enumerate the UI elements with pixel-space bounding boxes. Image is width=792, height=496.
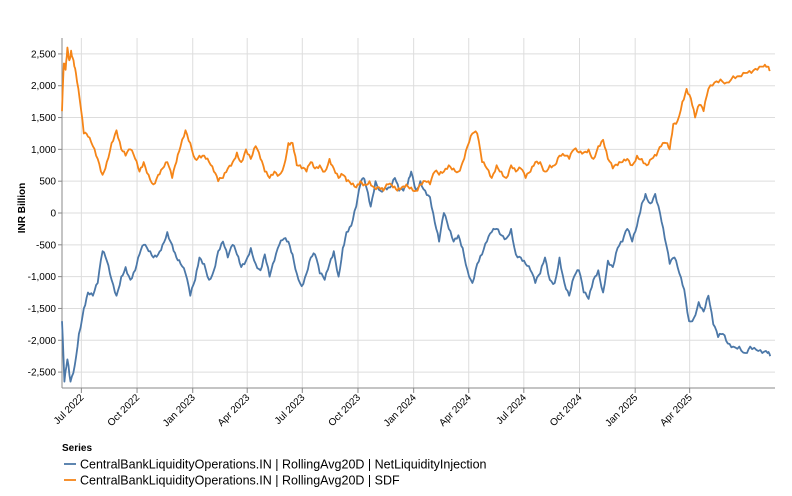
x-tick-label: Jan 2023	[161, 392, 198, 429]
legend-title: Series	[62, 443, 92, 454]
legend: Series CentralBankLiquidityOperations.IN…	[62, 443, 487, 488]
x-tick-label: Jul 2024	[494, 392, 529, 427]
y-tick-label: 2,500	[31, 49, 56, 60]
x-tick-label: Apr 2023	[216, 392, 253, 429]
y-tick-label: -1,000	[28, 272, 57, 283]
y-tick-label: 1,000	[31, 145, 56, 156]
x-tick-label: Apr 2024	[437, 392, 474, 429]
series-line-1	[61, 46, 771, 192]
x-tick-label: Jan 2024	[382, 392, 419, 429]
series-layer	[61, 46, 772, 383]
x-tick-label: Oct 2022	[106, 392, 143, 429]
x-tick-label: Oct 2024	[548, 392, 585, 429]
y-tick-label: 0	[50, 209, 56, 220]
y-tick-label: -2,500	[28, 368, 57, 379]
y-tick-label: -1,500	[28, 304, 57, 315]
legend-items: CentralBankLiquidityOperations.IN | Roll…	[64, 458, 487, 488]
y-tick-label: -500	[36, 240, 56, 251]
y-tick-label: 2,000	[31, 81, 56, 92]
x-tick-label: Oct 2023	[327, 392, 364, 429]
legend-label-0: CentralBankLiquidityOperations.IN | Roll…	[80, 458, 487, 472]
grid	[62, 38, 775, 388]
legend-label-1: CentralBankLiquidityOperations.IN | Roll…	[80, 474, 400, 488]
y-tick-label: -2,000	[28, 336, 57, 347]
x-tick-label: Apr 2025	[658, 392, 695, 429]
series-line-0	[61, 170, 772, 383]
y-axis-title: INR Billion	[17, 183, 28, 234]
y-tick-label: 500	[39, 177, 56, 188]
x-tick-label: Jul 2022	[52, 392, 87, 427]
x-tick-label: Jul 2023	[273, 392, 308, 427]
y-tick-label: 1,500	[31, 113, 56, 124]
axes: 2,500 2,000 1,500 1,000 500 0 -500 -1,000 -1,500…	[28, 38, 775, 429]
x-tick-label: Jan 2025	[603, 392, 640, 429]
